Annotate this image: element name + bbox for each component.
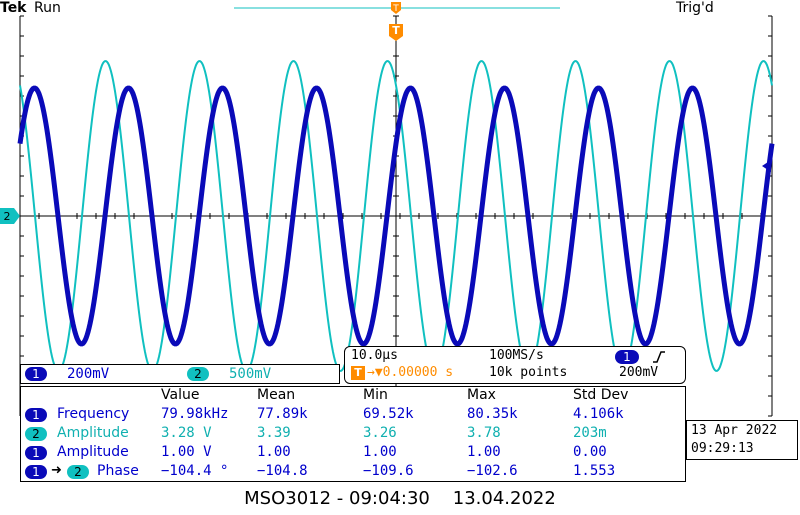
- trigger-position-marker[interactable]: T T: [389, 2, 403, 41]
- ch2-badge[interactable]: 2: [187, 367, 209, 381]
- measurement-mean: −104.8: [257, 463, 308, 479]
- measurement-label[interactable]: Phase: [97, 463, 139, 479]
- measurement-std-dev: 0.00: [573, 444, 607, 460]
- trigger-level-marker[interactable]: [762, 160, 771, 172]
- measurement-max: 80.35k: [467, 406, 518, 422]
- column-header-std-dev: Std Dev: [573, 387, 629, 403]
- measurement-min: 3.26: [363, 425, 397, 441]
- time-label: 09:29:13: [691, 441, 754, 456]
- footer-caption: MSO3012 - 09:04:30 13.04.2022: [244, 488, 556, 509]
- measurement-label[interactable]: Amplitude: [57, 444, 129, 460]
- column-header-max: Max: [467, 387, 496, 403]
- trigger-position-icon: T: [351, 366, 365, 380]
- measurement-min: 69.52k: [363, 406, 414, 422]
- measurement-value: −104.4 °: [161, 463, 229, 479]
- column-header-mean: Mean: [257, 387, 296, 403]
- measurement-max: 1.00: [467, 444, 501, 460]
- arrow-right-icon: ➜: [51, 463, 62, 478]
- measurement-label[interactable]: Frequency: [57, 406, 130, 422]
- ch1-badge[interactable]: 1: [25, 367, 47, 381]
- waveform-layer: [17, 60, 775, 372]
- ch1-waveform: [17, 85, 775, 347]
- measurement-std-dev: 1.553: [573, 463, 616, 479]
- run-state-label: Run: [34, 0, 61, 16]
- measurement-value: 79.98kHz: [161, 406, 229, 422]
- channel-scale-bar: 1 200mV 2 500mV: [20, 364, 340, 384]
- measurement-min: 1.00: [363, 444, 397, 460]
- datetime-box: 13 Apr 2022 09:29:13: [686, 420, 798, 460]
- measurement-value: 3.28 V: [161, 425, 212, 441]
- record-length: 10k points: [489, 365, 568, 380]
- svg-text:T: T: [392, 4, 399, 14]
- trigger-level[interactable]: 200mV: [619, 365, 659, 380]
- ch2-waveform: [19, 60, 773, 372]
- measurement-mean: 77.89k: [257, 406, 308, 422]
- horizontal-scale[interactable]: 10.0µs: [351, 348, 398, 363]
- date-label: 13 Apr 2022: [691, 423, 778, 438]
- row-channel-badge: 1: [25, 408, 47, 422]
- ch1-scale[interactable]: 200mV: [67, 366, 110, 382]
- ch2-scale[interactable]: 500mV: [229, 366, 272, 382]
- measurements-panel: Value Mean Min Max Std Dev 1 Frequency 7…: [20, 386, 686, 482]
- row-channel-badge-b: 2: [67, 465, 89, 479]
- row-channel-badge: 2: [25, 427, 47, 441]
- measurement-mean: 1.00: [257, 444, 291, 460]
- rising-edge-icon[interactable]: [651, 350, 667, 364]
- measurement-max: −102.6: [467, 463, 518, 479]
- trigger-state-label: Trig'd: [676, 0, 714, 16]
- column-header-value: Value: [161, 387, 200, 403]
- svg-text:T: T: [392, 24, 400, 37]
- measurement-mean: 3.39: [257, 425, 291, 441]
- ch2-ground-marker[interactable]: 2: [0, 208, 20, 224]
- column-header-min: Min: [363, 387, 388, 403]
- sample-rate: 100MS/s: [489, 348, 544, 363]
- brand-label: Tek: [0, 0, 27, 16]
- svg-text:2: 2: [4, 210, 11, 223]
- timebase-panel: 10.0µs 100MS/s 1 T →▼0.00000 s 10k point…: [344, 346, 686, 384]
- row-channel-badge: 1: [25, 465, 47, 479]
- measurement-min: −109.6: [363, 463, 414, 479]
- measurement-label[interactable]: Amplitude: [57, 425, 129, 441]
- measurement-std-dev: 203m: [573, 425, 607, 441]
- measurement-value: 1.00 V: [161, 444, 212, 460]
- measurement-std-dev: 4.106k: [573, 406, 624, 422]
- oscilloscope-display: T T 2: [0, 2, 775, 417]
- row-channel-badge: 1: [25, 446, 47, 460]
- horizontal-position[interactable]: →▼0.00000 s: [367, 365, 454, 380]
- trigger-source-badge[interactable]: 1: [615, 350, 639, 364]
- measurement-max: 3.78: [467, 425, 501, 441]
